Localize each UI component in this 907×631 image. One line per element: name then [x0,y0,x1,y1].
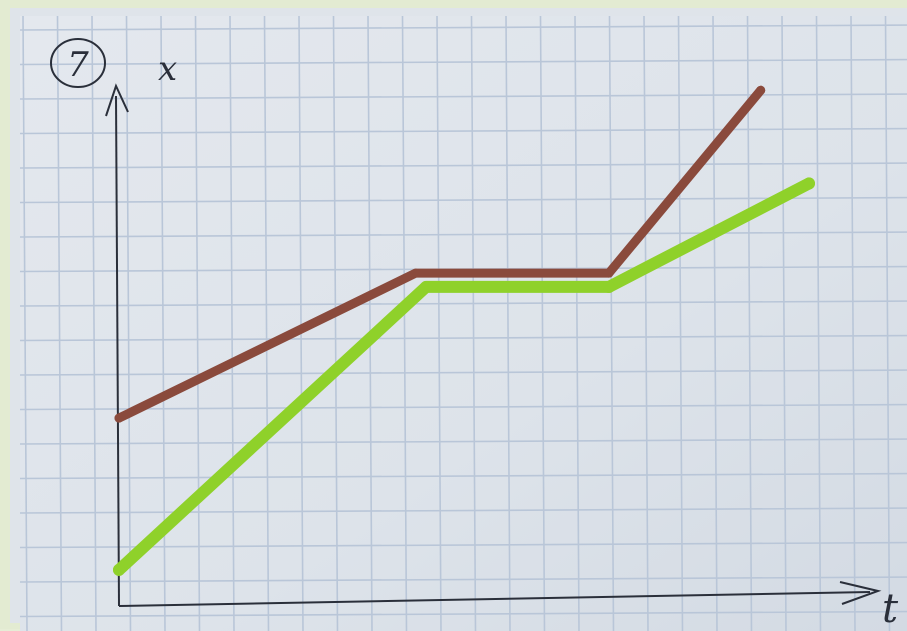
badge-label: 7 [67,45,89,85]
grid-line-horizontal [20,24,907,31]
grid-line-horizontal [20,403,907,411]
grid-line-horizontal [20,369,907,376]
grid-line-vertical [643,16,649,631]
grid-line-horizontal [20,127,907,135]
green-series-point [113,563,125,576]
grid-line-vertical [850,16,856,631]
brown-series-line [114,85,766,423]
grid-line-horizontal [20,507,907,514]
grid-line-vertical [298,16,304,631]
grid-line-vertical [712,16,718,631]
grid-line-vertical [884,16,891,631]
grid-line-vertical [677,16,684,631]
y-axis-label: x [158,49,177,89]
series-layer [113,85,815,576]
green-series-line [113,177,815,576]
green-series-point [803,177,815,190]
grid-lines [20,16,907,631]
grid-line-vertical [332,16,339,631]
x-axis-label: t [882,586,899,631]
grid-line-horizontal [20,438,907,445]
grid-line-vertical [470,16,477,631]
grid-line-horizontal [20,334,907,342]
grid-line-horizontal [20,610,907,618]
green-series-point [602,280,615,293]
grid-line-horizontal [20,93,907,100]
brown-series-point [756,85,766,95]
grid-line-vertical [125,16,132,631]
grid-line-vertical [505,16,511,631]
grid-line-horizontal [20,162,907,169]
grid-line-vertical [746,16,753,631]
grid-line-horizontal [20,541,907,549]
x-axis [118,591,871,607]
grid-line-vertical [194,16,201,631]
grid-line-vertical [401,16,408,631]
grid-line-vertical [608,16,615,631]
brown-series-point [604,268,614,278]
grid-line-horizontal [20,576,907,583]
y-axis-arrow [105,83,129,117]
grid-line-horizontal [20,58,907,66]
grid-line-horizontal [20,472,907,480]
grid-line-vertical [22,16,28,631]
grid-line-vertical [229,16,235,631]
grid-line-vertical [56,16,63,631]
grid-line-horizontal [20,231,907,238]
grid-line-vertical [539,16,546,631]
badge-circle [50,38,106,88]
y-axis [115,95,120,607]
grid-line-vertical [91,16,97,631]
grid-line-vertical [815,16,822,631]
grid-line-horizontal [20,300,907,307]
brown-series-point [411,268,421,278]
brown-series-point [114,413,124,423]
grid-line-vertical [781,16,787,631]
grid-line-vertical [574,16,580,631]
x-axis-arrow [839,581,882,605]
grid-line-vertical [436,16,442,631]
grid-line-vertical [263,16,270,631]
green-series-point [420,280,433,293]
graph-paper: 7 x t [20,16,907,631]
grid-line-vertical [367,16,373,631]
